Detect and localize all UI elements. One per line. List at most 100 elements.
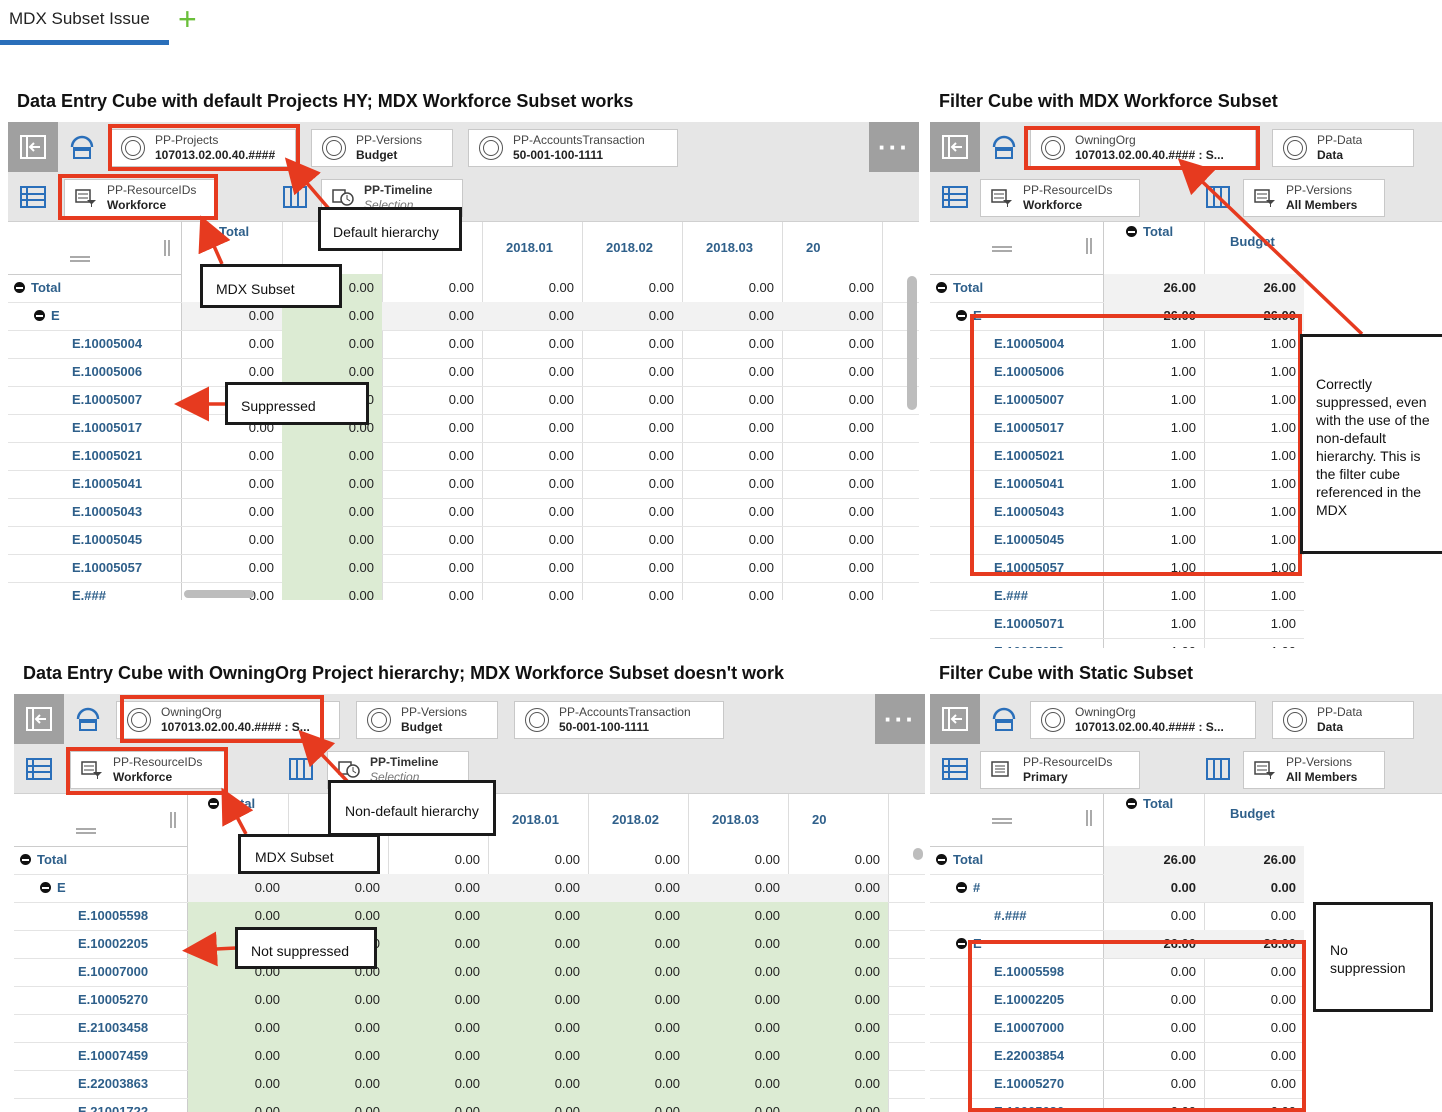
columns-toggle-button[interactable] [280,183,310,211]
data-cell[interactable]: 0.00 [248,560,274,575]
row-header[interactable]: E.10005006 [72,358,142,386]
data-cell[interactable]: 0.00 [754,908,780,923]
data-cell[interactable]: 0.00 [354,992,380,1007]
data-cell[interactable]: 0.00 [1270,1020,1296,1035]
column-header[interactable]: Total [1126,796,1173,811]
rows-toggle-button[interactable] [24,756,54,782]
data-cell[interactable]: 0.00 [754,1020,780,1035]
data-cell[interactable]: 0.00 [1170,1048,1196,1063]
data-cell[interactable]: 0.00 [348,532,374,547]
data-cell[interactable]: 0.00 [548,420,574,435]
data-cell[interactable]: 1.00 [1270,532,1296,547]
data-cell[interactable]: 0.00 [548,364,574,379]
data-cell[interactable]: 0.00 [1170,880,1196,895]
data-cell[interactable]: 0.00 [848,280,874,295]
column-axis-drag-handle-icon[interactable] [170,812,176,828]
data-cell[interactable]: 0.00 [854,1020,880,1035]
title-dim-owningorg[interactable]: OwningOrg 107013.02.00.40.#### : S... [1030,129,1256,167]
data-cell[interactable]: 0.00 [754,1076,780,1091]
data-cell[interactable]: 1.00 [1270,504,1296,519]
data-cell[interactable]: 0.00 [454,1076,480,1091]
data-cell[interactable]: 0.00 [248,364,274,379]
data-cell[interactable]: 26.00 [1263,280,1296,295]
row-header[interactable]: E.10005270 [994,1070,1064,1098]
data-cell[interactable]: 0.00 [654,1048,680,1063]
data-cell[interactable]: 0.00 [754,1104,780,1112]
columns-toggle-button[interactable] [1203,755,1233,783]
data-cell[interactable]: 0.00 [454,936,480,951]
data-cell[interactable]: 0.00 [448,308,474,323]
collapse-panel-button[interactable] [930,694,980,744]
data-cell[interactable]: 0.00 [648,392,674,407]
more-options-button[interactable]: ··· [875,694,925,744]
row-header[interactable]: E.### [994,582,1028,610]
data-cell[interactable]: 1.00 [1170,588,1196,603]
row-header[interactable]: E.10005021 [72,442,142,470]
data-cell[interactable]: 0.00 [454,908,480,923]
row-header[interactable]: E.10005045 [994,526,1064,554]
tab-mdx-subset-issue[interactable]: MDX Subset Issue [9,9,150,28]
data-cell[interactable]: 0.00 [1170,964,1196,979]
data-cell[interactable]: 0.00 [554,936,580,951]
data-cell[interactable]: 0.00 [554,880,580,895]
data-cell[interactable]: 0.00 [548,448,574,463]
row-header[interactable]: Total [936,846,983,874]
row-axis-drag-handle-icon[interactable] [992,246,1012,252]
data-cell[interactable]: 0.00 [548,532,574,547]
data-cell[interactable]: 0.00 [648,364,674,379]
data-cell[interactable]: 26.00 [1163,852,1196,867]
data-cell[interactable]: 0.00 [854,852,880,867]
data-cell[interactable]: 0.00 [448,448,474,463]
data-cell[interactable]: 1.00 [1270,560,1296,575]
row-header[interactable]: E.22003863 [78,1070,148,1098]
data-cell[interactable]: 0.00 [848,392,874,407]
data-cell[interactable]: 0.00 [454,880,480,895]
data-cell[interactable]: 0.00 [654,964,680,979]
data-cell[interactable]: 0.00 [654,936,680,951]
collapse-icon[interactable] [202,226,213,237]
data-cell[interactable]: 0.00 [248,532,274,547]
row-header[interactable]: E.10005072 [994,638,1064,648]
rows-toggle-button[interactable] [940,756,970,782]
data-cell[interactable]: 0.00 [254,880,280,895]
row-header[interactable]: Total [936,274,983,302]
data-cell[interactable]: 1.00 [1170,448,1196,463]
row-header[interactable]: E.21003458 [78,1014,148,1042]
data-cell[interactable]: 0.00 [454,1048,480,1063]
data-cell[interactable]: 0.00 [554,1020,580,1035]
collapse-icon[interactable] [956,310,967,321]
row-header[interactable]: #.### [994,902,1027,930]
data-cell[interactable]: 0.00 [748,448,774,463]
data-cell[interactable]: 0.00 [1270,880,1296,895]
data-cell[interactable]: 0.00 [248,476,274,491]
row-dim-pp-resourceids[interactable]: PP-ResourceIDs Primary [980,751,1140,789]
row-header[interactable]: E.10002205 [78,930,148,958]
column-header[interactable]: 2018.03 [706,240,753,255]
data-cell[interactable]: 1.00 [1270,448,1296,463]
row-header[interactable]: E [34,302,60,330]
columns-toggle-button[interactable] [1203,183,1233,211]
data-cell[interactable]: 0.00 [348,308,374,323]
collapse-icon[interactable] [956,882,967,893]
data-cell[interactable]: 26.00 [1263,852,1296,867]
row-header[interactable]: E.10005004 [994,330,1064,358]
row-header[interactable]: E.10005598 [994,958,1064,986]
data-cell[interactable]: 0.00 [1170,908,1196,923]
data-cell[interactable]: 0.00 [748,476,774,491]
data-cell[interactable]: 0.00 [854,1048,880,1063]
data-cell[interactable]: 0.00 [548,308,574,323]
row-header[interactable]: E.10005017 [72,414,142,442]
collapse-icon[interactable] [208,798,219,809]
data-cell[interactable]: 1.00 [1170,420,1196,435]
swap-axes-button[interactable] [64,130,100,166]
data-cell[interactable]: 1.00 [1204,638,1304,648]
data-cell[interactable]: 0.00 [848,476,874,491]
data-cell[interactable]: 0.00 [1170,1076,1196,1091]
data-cell[interactable]: 0.00 [448,336,474,351]
row-header[interactable]: E.10005045 [72,526,142,554]
data-cell[interactable]: 0.00 [748,336,774,351]
data-cell[interactable]: 0.00 [848,448,874,463]
column-header[interactable]: 2018.02 [606,240,653,255]
data-cell[interactable]: 0.00 [254,1048,280,1063]
row-header[interactable]: Total [20,846,67,874]
